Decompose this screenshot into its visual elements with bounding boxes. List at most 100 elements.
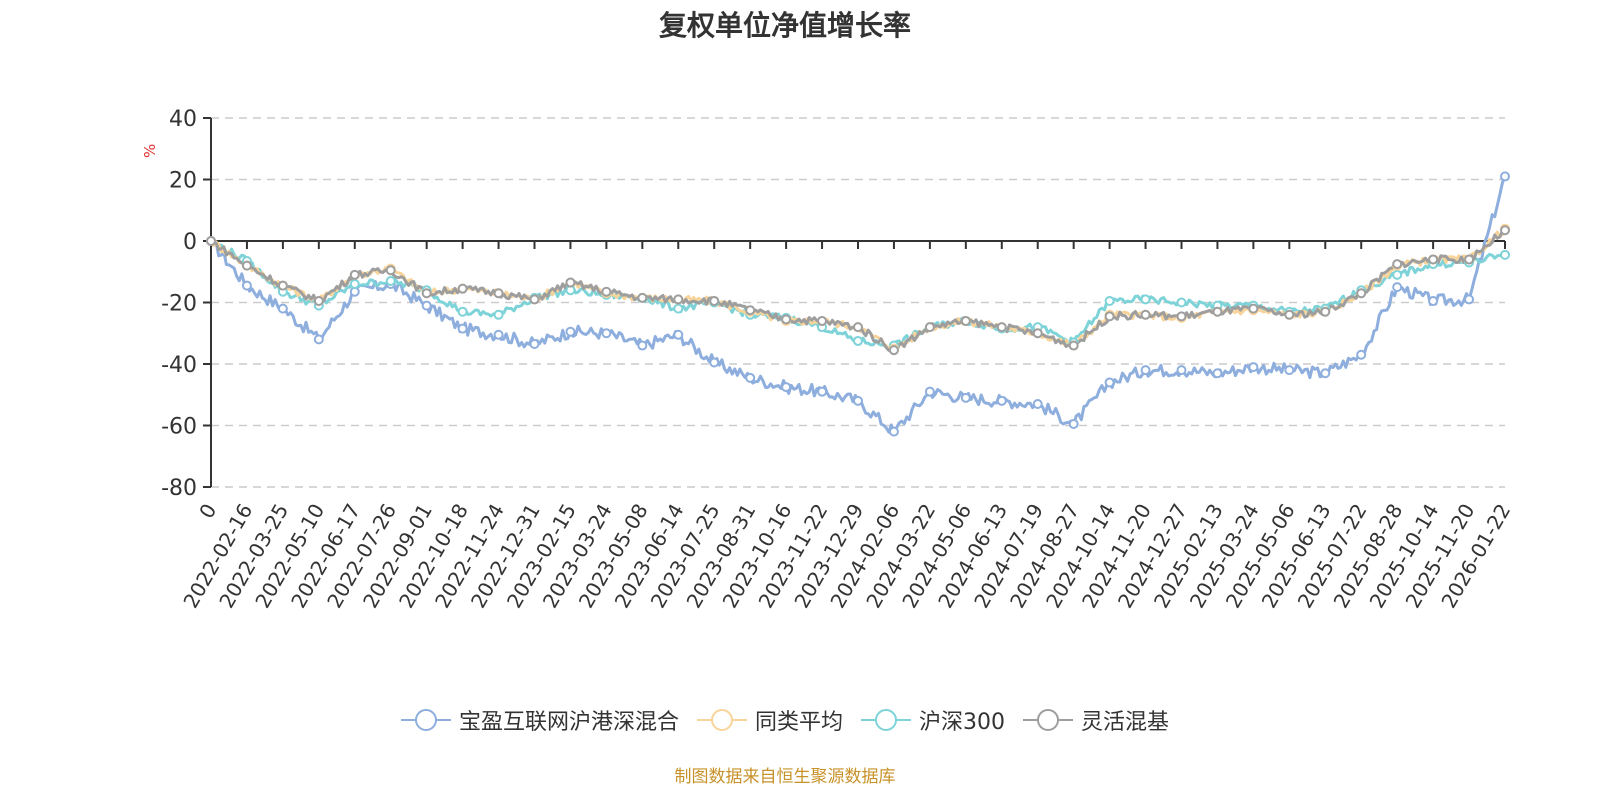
data-point-marker[interactable] [421, 300, 432, 311]
y-tick-label: 40 [169, 107, 197, 132]
data-point-marker[interactable] [1140, 309, 1151, 320]
data-point-marker[interactable] [817, 315, 828, 326]
data-point-marker[interactable] [1212, 306, 1223, 317]
data-point-marker[interactable] [1500, 249, 1510, 260]
x-tick-label: 0 [194, 500, 221, 523]
data-point-marker[interactable] [1428, 295, 1439, 306]
data-point-marker[interactable] [529, 294, 540, 305]
legend-line-circle-icon [1023, 709, 1073, 731]
data-point-marker[interactable] [709, 357, 720, 368]
data-point-marker[interactable] [1140, 365, 1151, 376]
data-point-marker[interactable] [781, 314, 792, 325]
chart-legend: 宝盈互联网沪港深混合 同类平均 沪深300 灵活混基 [0, 704, 1570, 736]
data-point-marker[interactable] [1428, 254, 1439, 265]
legend-label: 同类平均 [754, 710, 843, 735]
data-point-marker[interactable] [565, 277, 576, 288]
data-point-marker[interactable] [1068, 340, 1079, 351]
data-point-marker[interactable] [313, 295, 324, 306]
legend-item-peer-average[interactable]: 同类平均 [696, 704, 843, 736]
data-point-marker[interactable] [601, 328, 612, 339]
data-point-marker[interactable] [1320, 306, 1331, 317]
data-point-marker[interactable] [924, 322, 935, 333]
data-point-marker[interactable] [853, 322, 863, 333]
data-point-marker[interactable] [1392, 282, 1403, 293]
data-point-marker[interactable] [349, 269, 360, 280]
y-tick-label: -20 [161, 292, 197, 317]
data-point-marker[interactable] [277, 280, 288, 291]
data-point-marker[interactable] [745, 372, 756, 383]
data-point-marker[interactable] [996, 395, 1007, 406]
data-point-marker[interactable] [1176, 365, 1187, 376]
data-point-marker[interactable] [1032, 398, 1043, 409]
data-point-marker[interactable] [493, 329, 504, 340]
data-point-marker[interactable] [673, 294, 684, 305]
y-tick-label: -80 [161, 476, 197, 501]
data-point-marker[interactable] [709, 295, 720, 306]
data-point-marker[interactable] [1356, 288, 1367, 299]
data-point-marker[interactable] [1248, 303, 1259, 314]
legend-label: 灵活混基 [1081, 710, 1170, 735]
data-point-marker[interactable] [1464, 254, 1475, 265]
data-point-marker[interactable] [853, 395, 863, 406]
data-point-marker[interactable] [1104, 311, 1115, 322]
data-point-marker[interactable] [960, 392, 971, 403]
data-point-marker[interactable] [1140, 294, 1151, 305]
data-point-marker[interactable] [637, 340, 648, 351]
data-point-marker[interactable] [1248, 362, 1259, 373]
legend-item-flexible-mixed[interactable]: 灵活混基 [1023, 704, 1169, 736]
data-point-marker[interactable] [1068, 418, 1079, 429]
data-point-marker[interactable] [673, 329, 684, 340]
data-point-marker[interactable] [493, 309, 504, 320]
data-point-marker[interactable] [349, 279, 360, 290]
data-point-marker[interactable] [1500, 171, 1510, 182]
series-line [210, 175, 1507, 434]
data-point-marker[interactable] [996, 322, 1007, 333]
data-point-marker[interactable] [817, 386, 828, 397]
data-point-marker[interactable] [673, 303, 684, 314]
data-point-marker[interactable] [1032, 328, 1043, 339]
data-point-marker[interactable] [421, 288, 432, 299]
data-point-marker[interactable] [1392, 269, 1403, 280]
data-point-marker[interactable] [1104, 295, 1115, 306]
data-point-marker[interactable] [888, 345, 899, 356]
data-point-marker[interactable] [1392, 259, 1403, 270]
data-point-marker[interactable] [1320, 368, 1331, 379]
data-point-marker[interactable] [1104, 377, 1115, 388]
data-point-marker[interactable] [853, 335, 863, 346]
source-note: 制图数据来自恒生聚源数据库 [674, 767, 896, 787]
data-point-marker[interactable] [385, 265, 396, 276]
data-point-marker[interactable] [241, 280, 252, 291]
legend-line-circle-icon [861, 709, 911, 731]
data-point-marker[interactable] [1212, 368, 1223, 379]
data-point-marker[interactable] [241, 260, 252, 271]
data-point-marker[interactable] [1464, 294, 1475, 305]
data-point-marker[interactable] [1356, 349, 1367, 360]
data-point-marker[interactable] [1500, 225, 1510, 236]
data-point-marker[interactable] [781, 382, 792, 393]
data-point-marker[interactable] [206, 236, 216, 246]
data-point-marker[interactable] [745, 305, 756, 316]
data-point-marker[interactable] [457, 306, 468, 317]
data-point-marker[interactable] [1284, 365, 1295, 376]
data-point-marker[interactable] [385, 275, 396, 286]
data-point-marker[interactable] [924, 386, 935, 397]
data-point-marker[interactable] [1176, 297, 1187, 308]
data-point-marker[interactable] [457, 283, 468, 294]
data-point-marker[interactable] [960, 315, 971, 326]
data-point-marker[interactable] [565, 326, 576, 337]
data-point-marker[interactable] [493, 288, 504, 299]
legend-item-csi300[interactable]: 沪深300 [861, 704, 1005, 736]
data-point-marker[interactable] [277, 303, 288, 314]
data-point-marker[interactable] [457, 323, 468, 334]
chart-title: 复权单位净值增长率 [658, 9, 911, 42]
y-tick-label: -60 [161, 415, 197, 440]
data-point-marker[interactable] [529, 339, 540, 350]
data-point-marker[interactable] [637, 292, 648, 303]
y-tick-label: 0 [183, 230, 197, 255]
data-point-marker[interactable] [313, 334, 324, 345]
data-point-marker[interactable] [1284, 309, 1295, 320]
data-point-marker[interactable] [1176, 311, 1187, 322]
data-point-marker[interactable] [601, 286, 612, 297]
data-point-marker[interactable] [888, 426, 899, 437]
legend-item-fund[interactable]: 宝盈互联网沪港深混合 [400, 704, 679, 736]
